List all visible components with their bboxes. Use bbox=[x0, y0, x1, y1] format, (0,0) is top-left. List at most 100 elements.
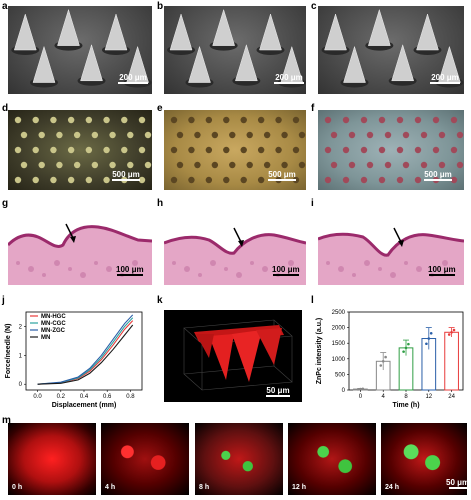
x-axis-label-j: Displacement (mm) bbox=[52, 402, 117, 409]
needle-30 bbox=[438, 161, 446, 169]
needle-10 bbox=[366, 131, 374, 139]
time-label-4h: 4 h bbox=[105, 484, 116, 491]
needle-20 bbox=[396, 146, 404, 154]
panel-label-c: c bbox=[311, 1, 317, 12]
point-l-1-2 bbox=[384, 355, 387, 359]
needle-34 bbox=[205, 176, 213, 184]
needle-39 bbox=[292, 176, 300, 184]
spike-1 bbox=[367, 8, 391, 46]
needle-33 bbox=[188, 176, 195, 184]
needle-18 bbox=[360, 146, 368, 154]
photo-image-f bbox=[318, 110, 464, 190]
scale-bar-i-text: 100 μm bbox=[428, 265, 456, 274]
needle-26 bbox=[366, 161, 374, 169]
scale-bar-c-text: 200 μm bbox=[431, 73, 459, 82]
histology-image-h-cell-9 bbox=[288, 260, 294, 266]
spike-3 bbox=[188, 45, 211, 83]
needle-14 bbox=[281, 131, 288, 139]
arrow-i bbox=[393, 227, 404, 247]
histology-image-i-cell-6 bbox=[404, 261, 408, 265]
confocal-m-4h bbox=[101, 423, 189, 495]
point-l-2-2 bbox=[407, 342, 410, 346]
confocal-3d-render bbox=[183, 319, 293, 391]
needle-34 bbox=[50, 176, 57, 184]
point-l-3-2 bbox=[429, 331, 433, 335]
needle-19 bbox=[67, 146, 75, 154]
needle-21 bbox=[257, 146, 265, 154]
histology-image-i-cell-4 bbox=[378, 267, 382, 271]
spike-3 bbox=[32, 45, 56, 83]
point-l-3-0 bbox=[425, 342, 428, 346]
point-l-0-1 bbox=[359, 387, 362, 391]
x-tick-label-j-2: 0.4 bbox=[80, 394, 89, 400]
needle-15 bbox=[456, 131, 464, 139]
needle-32 bbox=[170, 176, 178, 184]
needle-22 bbox=[275, 146, 282, 154]
y-tick-label-l-0: 0 bbox=[342, 388, 346, 394]
panel-label-f: f bbox=[311, 103, 315, 114]
needle-32 bbox=[324, 176, 332, 184]
spike-0 bbox=[324, 13, 347, 51]
panel-label-j: j bbox=[2, 295, 5, 306]
needle-37 bbox=[414, 176, 422, 184]
point-l-2-0 bbox=[402, 350, 405, 353]
x-tick-label-l-4: 24 bbox=[448, 394, 455, 400]
needle-12 bbox=[402, 131, 410, 139]
needle-11 bbox=[73, 131, 81, 139]
histology-image-g bbox=[8, 205, 152, 285]
scale-bar-b-line bbox=[274, 82, 304, 84]
needle-39 bbox=[138, 176, 146, 184]
scale-bar-e-text: 500 μm bbox=[268, 170, 296, 179]
needle-10 bbox=[211, 131, 219, 139]
needle-13 bbox=[420, 131, 428, 139]
needle-6 bbox=[432, 116, 440, 124]
needle-1 bbox=[342, 116, 350, 124]
panel-label-m: m bbox=[2, 415, 11, 426]
needle-5 bbox=[257, 116, 265, 124]
histology-image-h-cell-1 bbox=[184, 266, 190, 272]
scale-bar-k-line bbox=[266, 395, 290, 397]
scale-bar-g: 100 μm bbox=[116, 265, 144, 276]
series-line-j-2 bbox=[37, 314, 134, 385]
needle-24 bbox=[176, 161, 184, 169]
point-l-4-1 bbox=[450, 330, 453, 334]
histology-image-g-cell-5 bbox=[80, 272, 86, 278]
needle-22 bbox=[432, 146, 440, 154]
photo-image-d bbox=[8, 110, 152, 190]
needle-13 bbox=[263, 131, 271, 139]
spike-4 bbox=[235, 43, 258, 82]
needle-23 bbox=[450, 146, 458, 154]
histology-image-h bbox=[164, 205, 306, 285]
spike-4 bbox=[80, 43, 103, 82]
needle-17 bbox=[188, 146, 195, 154]
x-tick-label-l-2: 8 bbox=[404, 394, 408, 400]
histology-image-i-cell-7 bbox=[416, 266, 422, 272]
needle-9 bbox=[38, 131, 45, 139]
panel-label-e: e bbox=[157, 103, 163, 114]
needle-9 bbox=[194, 131, 201, 139]
spike-2 bbox=[416, 13, 439, 51]
needle-0 bbox=[324, 116, 332, 124]
needle-36 bbox=[85, 176, 93, 184]
panel-label-i: i bbox=[311, 198, 314, 209]
spike-1 bbox=[212, 8, 235, 46]
arrow-h bbox=[233, 227, 244, 247]
scale-bar-a-text: 200 μm bbox=[119, 73, 147, 82]
needle-1 bbox=[32, 116, 39, 124]
histology-image-g-cell-6 bbox=[94, 261, 98, 265]
histology-image-i-cell-1 bbox=[338, 266, 344, 272]
y-axis-label-j: Force/needle (N) bbox=[5, 324, 12, 379]
needle-10 bbox=[56, 131, 63, 139]
needle-13 bbox=[109, 131, 116, 139]
needle-29 bbox=[263, 161, 271, 169]
needle-23 bbox=[138, 146, 146, 154]
photo-image-e bbox=[164, 110, 306, 190]
needle-3 bbox=[223, 116, 230, 124]
needle-16 bbox=[324, 146, 332, 154]
needle-8 bbox=[176, 131, 184, 139]
time-label-8h: 8 h bbox=[199, 484, 210, 491]
needle-32 bbox=[14, 176, 22, 184]
spike-2 bbox=[259, 13, 282, 51]
panel-label-l: l bbox=[311, 295, 314, 306]
needle-31 bbox=[456, 161, 464, 169]
